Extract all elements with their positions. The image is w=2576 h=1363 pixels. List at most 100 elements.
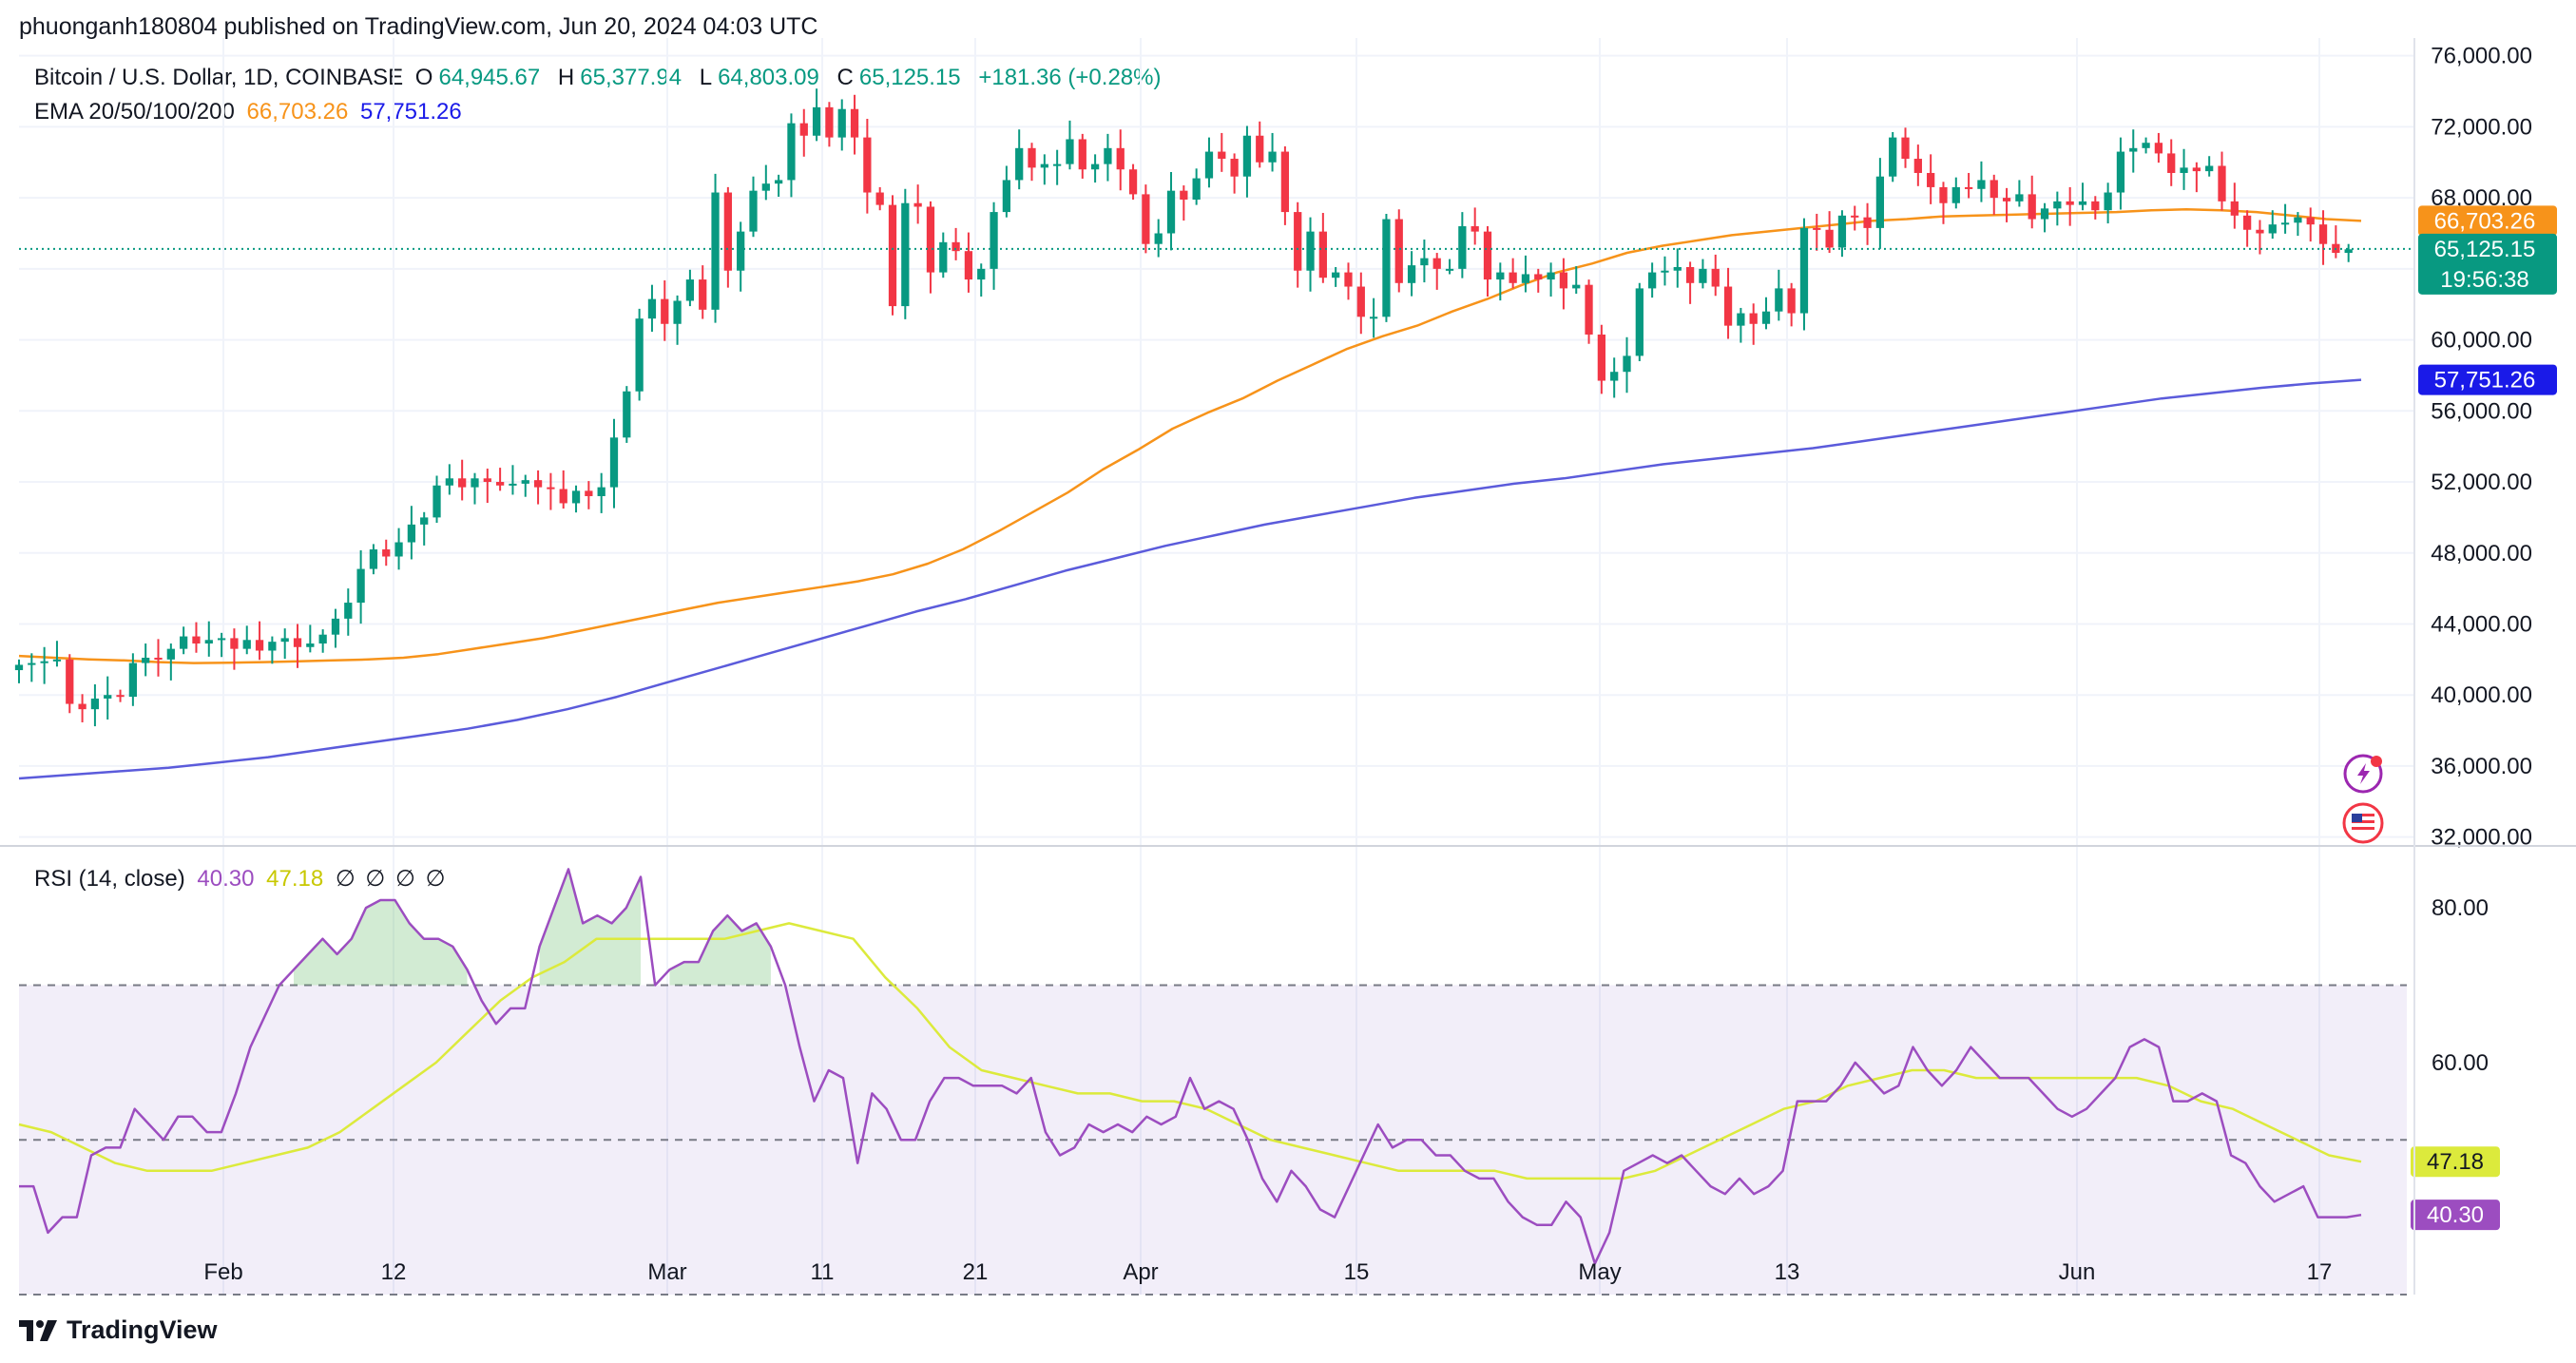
candle <box>990 202 998 290</box>
candle-body <box>1964 186 1973 189</box>
countdown-tag-text: 19:56:38 <box>2440 267 2528 293</box>
candle <box>217 632 226 658</box>
candle <box>1723 267 1733 339</box>
candle-body <box>2192 167 2201 172</box>
rsi-band-fill <box>19 985 2407 1295</box>
candle <box>2078 182 2087 211</box>
candle <box>2218 151 2226 211</box>
symbol-title: Bitcoin / U.S. Dollar, 1D, COINBASE <box>34 65 404 90</box>
candle-body <box>888 204 897 307</box>
us-flag-icon[interactable] <box>2342 802 2384 844</box>
candle <box>2318 210 2328 265</box>
ema-long-tag-bg <box>2418 364 2557 395</box>
rsi-overbought-fill <box>669 915 771 986</box>
candle-body <box>154 657 163 660</box>
rsi-overbought-fill <box>294 900 468 986</box>
time-tick-label: 11 <box>811 1259 835 1285</box>
candle <box>850 94 859 155</box>
candle <box>699 265 707 319</box>
candle-body <box>837 108 846 138</box>
candle-body <box>1977 180 1986 189</box>
candle-body <box>433 485 441 518</box>
candle-body <box>394 542 403 557</box>
candle <box>2015 180 2024 207</box>
time-tick-label: Apr <box>1123 1259 1158 1285</box>
rsi-nan-values: ∅ ∅ ∅ ∅ <box>335 866 448 892</box>
candle-body <box>1040 163 1048 168</box>
price-axis[interactable]: 32,000.0036,000.0040,000.0044,000.0048,0… <box>2431 44 2532 851</box>
rsi-legend[interactable]: RSI (14, close) 40.30 47.18 ∅ ∅ ∅ ∅ <box>34 865 453 893</box>
candle <box>166 643 175 681</box>
ema-20-polyline <box>18 208 2362 664</box>
candle <box>356 549 365 624</box>
candle <box>1318 213 1327 283</box>
ema-200-line <box>18 378 2362 780</box>
lightning-icon[interactable] <box>2343 754 2383 794</box>
rsi-axis[interactable]: 60.00 80.00 <box>2432 895 2489 1076</box>
candle <box>926 201 935 294</box>
candles <box>14 88 2353 727</box>
candle-body <box>597 487 606 496</box>
candle-body <box>1661 270 1669 273</box>
candle-body <box>2066 201 2074 205</box>
price-tick-label: 56,000.00 <box>2431 398 2532 424</box>
candle-body <box>1166 190 1176 234</box>
candle-body <box>1623 355 1631 373</box>
close-value: 65,125.15 <box>858 65 961 90</box>
close-label: C <box>836 65 854 90</box>
candle-body <box>192 636 201 644</box>
candle-body <box>28 662 36 665</box>
candle-body <box>1280 151 1290 213</box>
ema-legend[interactable]: EMA 20/50/100/200 66,703.26 57,751.26 <box>34 99 468 125</box>
candle-body <box>344 603 353 619</box>
candle <box>1913 144 1922 186</box>
candle-body <box>1218 151 1226 160</box>
candle <box>1256 121 1264 168</box>
candle-body <box>1066 139 1074 164</box>
candle-body <box>1927 172 1935 187</box>
candle-body <box>901 202 910 307</box>
price-tick-label: 44,000.00 <box>2431 611 2532 637</box>
open-label: O <box>414 65 433 90</box>
candle <box>812 88 821 142</box>
candle <box>1623 336 1631 394</box>
price-tick-label: 48,000.00 <box>2431 541 2532 566</box>
candle <box>1648 262 1657 298</box>
ema-short-tag-bg <box>2418 205 2557 237</box>
candle-body <box>1344 272 1353 287</box>
candle <box>1483 226 1492 297</box>
tradingview-logo[interactable]: TradingView <box>19 1315 218 1345</box>
ema-long-value: 57,751.26 <box>359 99 462 125</box>
candle-body <box>142 657 150 663</box>
candle <box>1242 125 1252 198</box>
candle-body <box>749 190 758 232</box>
candle <box>2230 182 2239 229</box>
candle <box>623 386 631 443</box>
candle <box>1521 255 1530 293</box>
candle-body <box>723 192 732 271</box>
candle <box>268 636 277 664</box>
candle <box>318 629 327 653</box>
candle <box>407 506 416 560</box>
time-tick-label: 15 <box>1344 1259 1370 1285</box>
high-label: H <box>557 65 575 90</box>
candle <box>1445 259 1454 275</box>
candle-body <box>737 231 745 271</box>
candle <box>1509 258 1517 289</box>
time-axis[interactable]: Feb 12 Mar 11 21 Apr 15 May 13 Jun 17 <box>203 1259 2332 1285</box>
candle-body <box>1723 286 1733 326</box>
candle <box>2154 132 2163 163</box>
ema-long-tag: 57,751.26 <box>2418 364 2557 395</box>
candle <box>1851 205 1859 231</box>
candle-body <box>1825 229 1834 248</box>
candle <box>1116 129 1125 191</box>
candle <box>2129 129 2138 173</box>
candle <box>2066 186 2074 226</box>
candle <box>1927 154 1935 204</box>
candle-body <box>1913 159 1922 173</box>
candle <box>293 624 302 668</box>
candle-body <box>1268 151 1277 163</box>
candle-body <box>761 183 770 191</box>
candle-body <box>1534 274 1543 280</box>
